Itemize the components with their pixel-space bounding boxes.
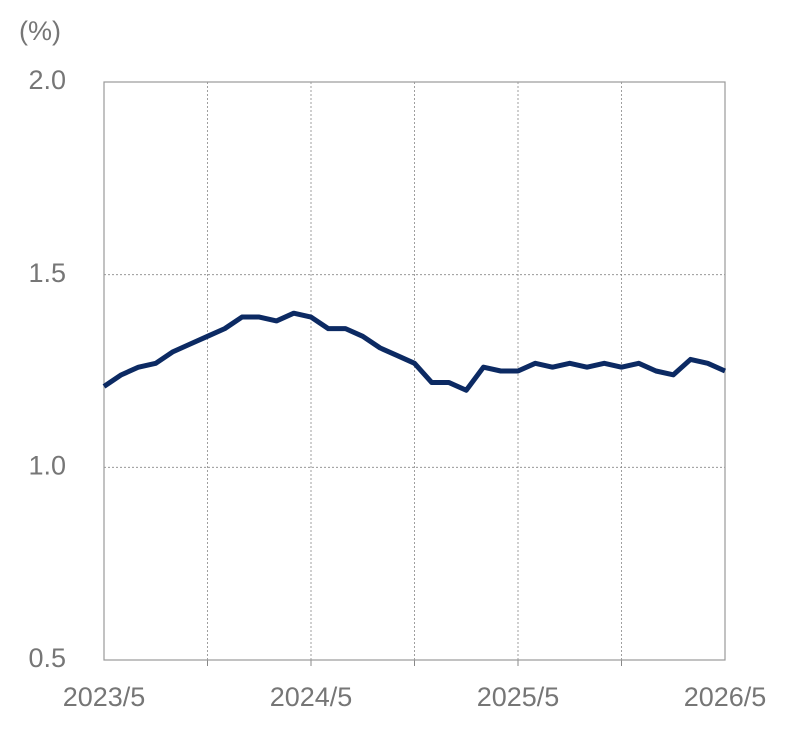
line [102, 310, 727, 393]
unit-label: (%) [19, 16, 61, 46]
y-tick-label: 0.5 [28, 643, 66, 673]
y-tick-label: 2.0 [28, 65, 66, 95]
y-tick-label: 1.5 [28, 258, 66, 288]
x-tick-label: 2024/5 [270, 682, 353, 712]
y-tick-label: 1.0 [28, 450, 66, 480]
x-tick-label: 2025/5 [477, 682, 560, 712]
x-tick-label: 2026/5 [684, 682, 767, 712]
x-tick-label: 2023/5 [63, 682, 146, 712]
